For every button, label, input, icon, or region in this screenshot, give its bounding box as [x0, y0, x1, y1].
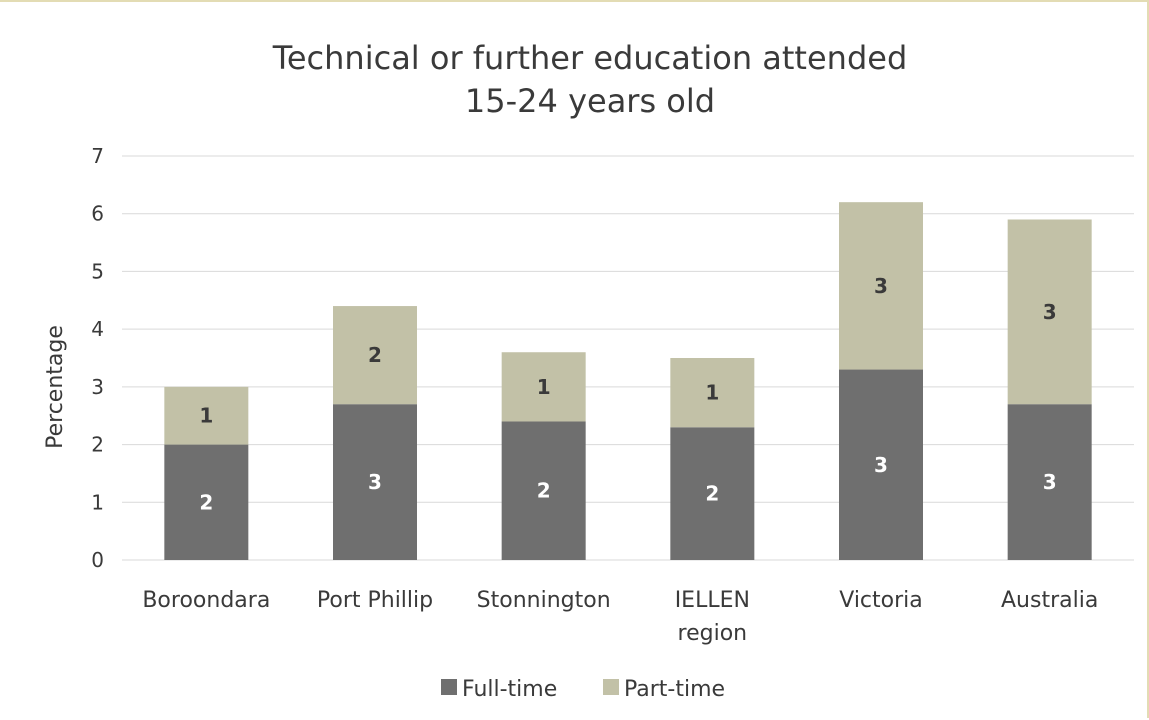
- y-tick-label-4: 4: [91, 317, 104, 341]
- data-label-part-time-4: 3: [874, 274, 888, 298]
- bar-full-time-5: [1007, 404, 1092, 560]
- category-label-4: Victoria: [839, 588, 923, 613]
- bar-full-time-4: [839, 369, 923, 560]
- data-label-part-time-3: 1: [705, 381, 719, 405]
- data-label-part-time-0: 1: [199, 404, 213, 428]
- data-label-part-time-2: 1: [537, 375, 551, 399]
- legend: Full-time Part-time: [441, 677, 725, 702]
- y-tick-label-6: 6: [91, 202, 104, 226]
- y-tick-label-2: 2: [91, 433, 104, 457]
- bar-part-time-2: [501, 352, 586, 422]
- category-label-0: Boroondara: [142, 588, 270, 613]
- y-axis-title: Percentage: [43, 325, 68, 449]
- bar-full-time-2: [501, 421, 586, 560]
- y-tick-label-3: 3: [91, 375, 104, 399]
- gridlines: [122, 155, 1134, 561]
- y-tick-label-7: 7: [91, 144, 104, 168]
- legend-swatch-full-time: [441, 679, 457, 695]
- chart-title-line-1: Technical or further education attended: [272, 39, 908, 77]
- bar-part-time-5: [1007, 219, 1092, 405]
- bar-full-time-3: [670, 427, 755, 560]
- y-tick-label-1: 1: [91, 490, 104, 514]
- category-label-1: Port Phillip: [317, 588, 433, 613]
- data-label-full-time-4: 3: [874, 453, 888, 477]
- category-label-3-line-2: region: [678, 621, 748, 646]
- data-label-full-time-0: 2: [199, 490, 213, 514]
- y-tick-label-5: 5: [91, 259, 104, 283]
- data-label-full-time-2: 2: [537, 479, 551, 503]
- data-label-full-time-1: 3: [368, 470, 382, 494]
- bar-part-time-0: [164, 386, 249, 445]
- legend-swatch-part-time: [603, 679, 619, 695]
- bar-full-time-0: [164, 444, 249, 560]
- bar-part-time-1: [333, 306, 417, 405]
- category-labels: Boroondara Port Phillip Stonnington IELLEN r…: [142, 588, 1098, 646]
- bar-part-time-4: [839, 202, 923, 370]
- data-label-full-time-3: 2: [705, 482, 719, 506]
- category-label-5: Australia: [1001, 588, 1098, 613]
- bars: 2 1 3 2 2 1 2 1 3 3 3 3: [164, 202, 1092, 560]
- category-label-2: Stonnington: [477, 588, 611, 613]
- data-label-full-time-5: 3: [1043, 470, 1057, 494]
- legend-label-full-time: Full-time: [462, 677, 557, 702]
- data-label-part-time-5: 3: [1043, 300, 1057, 324]
- chart-title-line-2: 15-24 years old: [465, 82, 715, 120]
- y-tick-label-0: 0: [91, 548, 104, 572]
- legend-label-part-time: Part-time: [624, 677, 725, 702]
- bar-part-time-3: [670, 358, 755, 428]
- chart-title: Technical or further education attended …: [272, 39, 908, 120]
- category-label-3: IELLEN: [675, 588, 750, 613]
- data-label-part-time-1: 2: [368, 343, 382, 367]
- bar-full-time-1: [333, 404, 417, 560]
- y-axis-tick-labels: 0 1 2 3 4 5 6 7: [91, 144, 104, 572]
